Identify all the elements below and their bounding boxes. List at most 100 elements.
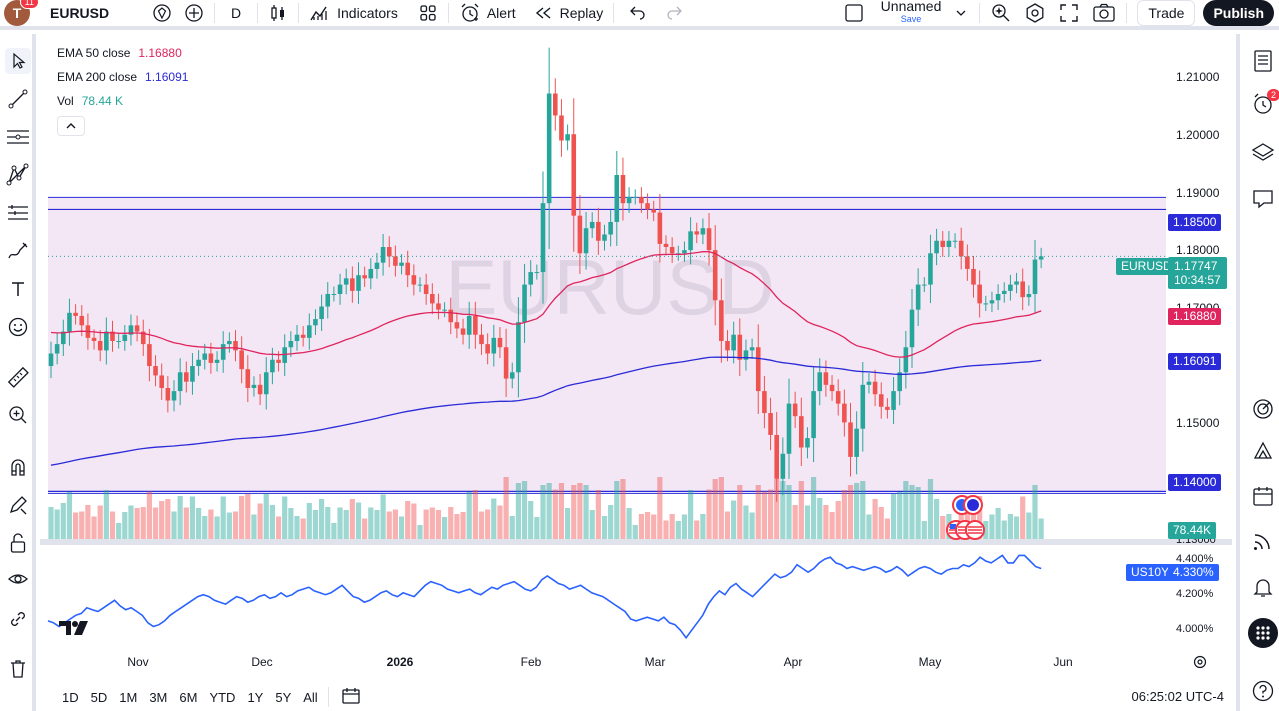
us-flag-event-icon[interactable] [945, 519, 987, 546]
candle-body [460, 328, 466, 335]
signal-icon[interactable] [1248, 526, 1278, 556]
divider [447, 3, 449, 23]
fib-retracement-icon[interactable] [5, 200, 31, 226]
candle-body [48, 353, 54, 367]
pattern-icon[interactable] [5, 162, 31, 188]
symbol-search[interactable]: EURUSD [44, 0, 146, 28]
candle-body [983, 303, 989, 305]
range-5y[interactable]: 5Y [275, 689, 292, 705]
date-range-icon[interactable] [341, 686, 361, 709]
candle-body [282, 347, 287, 363]
replay-button[interactable]: Replay [528, 0, 610, 28]
candle-body [565, 134, 570, 141]
volume-bar [632, 525, 638, 539]
fullscreen-icon[interactable] [1052, 0, 1086, 28]
candle-body [270, 359, 275, 373]
range-1m[interactable]: 1M [119, 689, 138, 705]
text-tool-icon[interactable] [5, 276, 31, 302]
alerts-icon[interactable]: 2 [1248, 89, 1279, 119]
undo-icon[interactable] [618, 0, 656, 28]
publish-button[interactable]: Publish [1203, 0, 1274, 26]
candle-body [54, 344, 60, 354]
compare-icon[interactable] [146, 0, 178, 28]
candle-body [909, 309, 915, 348]
chart-area[interactable]: EURUSD EMA 50 close 1.16880 EMA 200 close… [40, 34, 1232, 679]
templates-icon[interactable] [412, 0, 444, 28]
chat-icon[interactable] [1248, 184, 1278, 214]
apps-grid-icon[interactable] [1248, 618, 1278, 648]
layout-name-button[interactable]: Unnamed Save [871, 0, 976, 28]
trade-button[interactable]: Trade [1137, 0, 1196, 26]
candle-body [245, 369, 251, 388]
candles-icon[interactable] [262, 0, 294, 28]
ema50-legend[interactable]: EMA 50 close 1.16880 [57, 46, 182, 60]
layout-toggle-icon[interactable] [837, 0, 871, 28]
horizontal-lines-icon[interactable] [5, 124, 31, 150]
magnet-icon[interactable] [5, 454, 31, 480]
help-icon[interactable] [1248, 676, 1278, 706]
volume-bar [66, 492, 73, 539]
settings-icon[interactable] [1018, 0, 1052, 28]
brush-icon[interactable] [5, 238, 31, 264]
range-5d[interactable]: 5D [90, 689, 108, 705]
candle-body [620, 174, 626, 204]
candle-body [165, 387, 171, 401]
legend-collapse-button[interactable] [57, 116, 85, 136]
us10y-line [47, 554, 1042, 640]
range-1d[interactable]: 1D [62, 689, 79, 705]
user-avatar[interactable]: T 11 [4, 0, 39, 26]
cursor-icon[interactable] [5, 48, 31, 74]
candle-body [780, 453, 786, 479]
link-icon[interactable] [5, 606, 31, 632]
lock-icon[interactable] [5, 530, 31, 556]
tradingview-logo[interactable] [59, 618, 93, 643]
price-tick: 1.19000 [1176, 186, 1220, 200]
candle-body [712, 250, 718, 301]
event-icon[interactable] [951, 494, 987, 521]
range-1y[interactable]: 1Y [247, 689, 264, 705]
range-ytd[interactable]: YTD [209, 689, 236, 705]
indicators-button[interactable]: Indicators [303, 0, 404, 28]
volume-bar [558, 483, 565, 539]
drawing-mode-icon[interactable] [5, 492, 31, 518]
ideas-icon[interactable] [1248, 394, 1278, 424]
redo-icon[interactable] [656, 0, 694, 28]
clock[interactable]: 06:25:02 UTC-4 [1131, 689, 1225, 704]
axis-settings-icon[interactable] [1192, 654, 1208, 675]
layers-icon[interactable] [1248, 138, 1278, 168]
candle-body [220, 344, 226, 360]
watchlist-icon[interactable] [1248, 46, 1278, 76]
add-symbol-icon[interactable] [178, 0, 210, 28]
calendar-icon[interactable] [1248, 481, 1278, 511]
volume-bar [884, 518, 890, 539]
candle-body [694, 231, 700, 235]
range-6m[interactable]: 6M [179, 689, 198, 705]
candle-body [362, 275, 367, 279]
trash-icon[interactable] [5, 656, 31, 682]
camera-icon[interactable] [1086, 0, 1122, 28]
quick-search-icon[interactable] [984, 0, 1018, 28]
price-chart[interactable]: EURUSD [40, 34, 1232, 679]
interval-button[interactable]: D [219, 0, 253, 28]
volume-legend[interactable]: Vol 78.44 K [57, 94, 123, 108]
candle-body [596, 221, 601, 241]
candle-body [743, 350, 749, 360]
pine-editor-icon[interactable] [1248, 437, 1278, 467]
zoom-in-icon[interactable] [5, 402, 31, 428]
candle-body [928, 253, 933, 285]
indicators-icon [310, 6, 327, 21]
range-all[interactable]: All [303, 689, 318, 705]
emoji-icon[interactable] [5, 314, 31, 340]
ema200-line [50, 356, 1042, 466]
ema200-legend[interactable]: EMA 200 close 1.16091 [57, 70, 188, 84]
ruler-icon[interactable] [5, 364, 31, 390]
eye-icon[interactable] [5, 566, 31, 592]
candle-body [688, 231, 693, 251]
bell-icon[interactable] [1248, 572, 1278, 602]
volume-bar [460, 512, 466, 539]
range-3m[interactable]: 3M [149, 689, 168, 705]
trend-line-icon[interactable] [5, 86, 31, 112]
candle-body [411, 275, 417, 285]
volume-bar [712, 479, 718, 539]
alert-button[interactable]: Alert [453, 0, 522, 28]
